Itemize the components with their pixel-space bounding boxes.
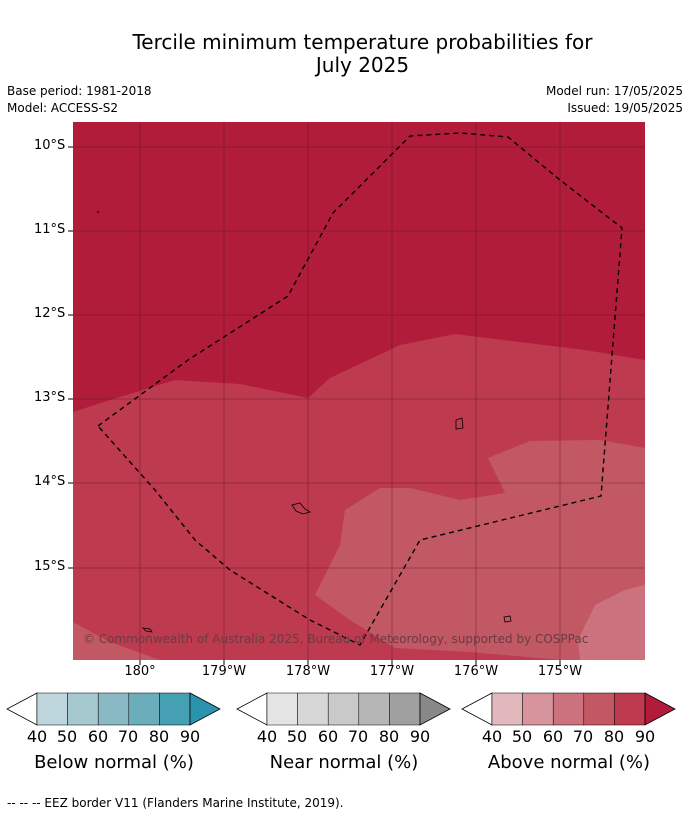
- tick: 40: [26, 727, 48, 746]
- colorbar-below-ticks: 40 50 60 70 80 90: [6, 727, 222, 747]
- colorbar-high-extension: [189, 692, 221, 726]
- colorbar-segment: [159, 692, 191, 726]
- lon-label-179w: 179°W: [201, 664, 247, 679]
- island-northwest: [97, 211, 99, 213]
- colorbar-segment: [389, 692, 421, 726]
- map-svg: [68, 122, 645, 665]
- tick: 70: [347, 727, 369, 746]
- lat-ticks: [68, 146, 73, 569]
- colorbar-segment: [266, 692, 298, 726]
- lat-label-10s: 10°S: [34, 138, 66, 153]
- colorbar-high-extension: [419, 692, 451, 726]
- region-60-70-sw: [73, 622, 160, 660]
- lon-label-175w: 175°W: [537, 664, 583, 679]
- lon-label-180: 180°: [124, 664, 156, 679]
- lon-ticks: [139, 660, 561, 665]
- colorbar-segment: [522, 692, 554, 726]
- footer-eez-note: -- -- -- EEZ border V11 (Flanders Marine…: [7, 796, 344, 810]
- island-southwest: [141, 627, 153, 633]
- island-central: [291, 502, 311, 515]
- lat-label-15s: 15°S: [34, 559, 66, 574]
- tick: 90: [409, 727, 431, 746]
- tick: 60: [542, 727, 564, 746]
- model-run-text: Model run: 17/05/2025: [545, 84, 683, 98]
- tick: 40: [481, 727, 503, 746]
- colorbar-segment: [583, 692, 615, 726]
- region-50-60: [578, 585, 645, 660]
- eez-border: [96, 132, 623, 646]
- lat-label-13s: 13°S: [34, 390, 66, 405]
- colorbar-near-title: Near normal (%): [269, 752, 419, 773]
- tick: 50: [56, 727, 78, 746]
- colorbar-segment: [491, 692, 523, 726]
- colorbar-above: [461, 692, 676, 726]
- tick: 60: [87, 727, 109, 746]
- lon-label-177w: 177°W: [369, 664, 415, 679]
- lat-label-14s: 14°S: [34, 474, 66, 489]
- colorbar-segment: [614, 692, 646, 726]
- colorbar-near: [236, 692, 451, 726]
- tick: 50: [286, 727, 308, 746]
- colorbar-low-extension: [236, 692, 268, 726]
- region-60-70: [315, 440, 645, 660]
- island-east: [455, 417, 464, 430]
- colorbar-low-extension: [6, 692, 38, 726]
- tick: 90: [634, 727, 656, 746]
- colorbar-below-title: Below normal (%): [34, 752, 194, 773]
- base-period-text: Base period: 1981-2018: [7, 84, 152, 98]
- meta-right: Model run: 17/05/2025 Issued: 19/05/2025: [546, 83, 683, 117]
- map-area: [73, 122, 645, 660]
- colorbar-segment: [327, 692, 360, 726]
- tick: 90: [179, 727, 201, 746]
- meta-left: Base period: 1981-2018 Model: ACCESS-S2: [7, 83, 152, 117]
- lon-label-178w: 178°W: [285, 664, 331, 679]
- island-southeast: [503, 615, 512, 623]
- colorbar-segment: [128, 692, 160, 726]
- title-line-2: July 2025: [315, 53, 410, 77]
- issued-text: Issued: 19/05/2025: [567, 101, 683, 115]
- tick: 50: [511, 727, 533, 746]
- colorbar-segment: [67, 692, 99, 726]
- colorbar-above-title: Above normal (%): [487, 752, 651, 773]
- colorbar-low-extension: [461, 692, 493, 726]
- tick: 60: [317, 727, 339, 746]
- title-line-1: Tercile minimum temperature probabilitie…: [132, 30, 593, 54]
- colorbar-segment: [358, 692, 390, 726]
- colorbar-segment: [97, 692, 130, 726]
- page-title: Tercile minimum temperature probabilitie…: [0, 31, 690, 77]
- model-text: Model: ACCESS-S2: [7, 101, 119, 115]
- lon-label-176w: 176°W: [453, 664, 499, 679]
- colorbar-segment: [297, 692, 329, 726]
- colorbar-segment: [552, 692, 585, 726]
- lat-label-12s: 12°S: [34, 306, 66, 321]
- colorbar-near-ticks: 40 50 60 70 80 90: [236, 727, 452, 747]
- tick: 80: [378, 727, 400, 746]
- tick: 70: [572, 727, 594, 746]
- lat-label-11s: 11°S: [34, 222, 66, 237]
- tick: 80: [148, 727, 170, 746]
- copyright-text: © Commonwealth of Australia 2025, Bureau…: [83, 632, 589, 646]
- colorbar-above-ticks: 40 50 60 70 80 90: [461, 727, 677, 747]
- tick: 40: [256, 727, 278, 746]
- graticule: [73, 122, 645, 660]
- tick: 70: [117, 727, 139, 746]
- colorbar-high-extension: [644, 692, 676, 726]
- colorbar-below: [6, 692, 221, 726]
- colorbar-segment: [36, 692, 68, 726]
- tick: 80: [603, 727, 625, 746]
